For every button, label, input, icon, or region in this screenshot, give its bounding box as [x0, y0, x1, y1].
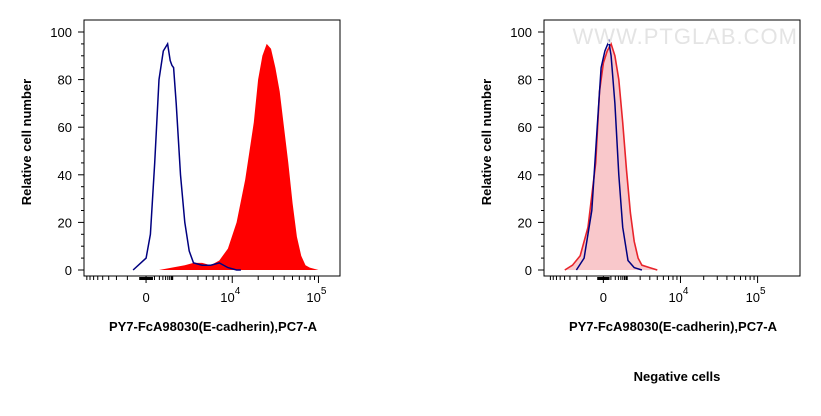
x-tick-label: 0	[600, 290, 607, 305]
watermark: WWW.PTGLAB.COM	[573, 24, 798, 49]
x-tick-label: 105	[746, 286, 766, 305]
histogram-line-series-1	[132, 41, 241, 271]
x-tick-label: 0	[142, 290, 149, 305]
x-tick-label: 105	[306, 286, 326, 305]
histogram-line-series-1	[575, 38, 643, 271]
right-panel: Relative cell number 0 20 40 60 80 100 WWW.PT…	[479, 19, 801, 384]
histogram-fill-series-0	[564, 43, 658, 271]
y-tick-label: 100	[510, 25, 532, 40]
y-tick-label: 20	[58, 215, 72, 230]
right-plot-area	[538, 19, 801, 283]
histogram-fill-series-0	[159, 43, 319, 271]
left-x-axis-label: PY7-FcA98030(E-cadherin),PC7-A	[109, 319, 318, 334]
x-zero-tick-cluster	[139, 277, 153, 280]
negative-cells-caption: Negative cells	[634, 369, 721, 384]
plot-frame	[83, 19, 341, 277]
y-tick-label: 60	[518, 120, 532, 135]
y-tick-label: 100	[50, 25, 72, 40]
left-y-tick-labels: 0 20 40 60 80 100	[50, 25, 72, 278]
left-y-axis-label: Relative cell number	[19, 79, 34, 205]
right-y-axis-label: Relative cell number	[479, 79, 494, 205]
plot-frame	[543, 19, 801, 277]
left-plot-area	[78, 19, 341, 283]
x-zero-tick-cluster	[597, 277, 610, 280]
y-tick-label: 0	[65, 263, 72, 278]
y-tick-label: 60	[58, 120, 72, 135]
right-y-tick-labels: 0 20 40 60 80 100	[510, 25, 532, 278]
left-x-tick-labels: 0 104 105	[142, 286, 326, 305]
right-x-tick-labels: 0 104 105	[600, 286, 766, 305]
y-tick-label: 40	[58, 168, 72, 183]
y-tick-label: 20	[518, 215, 532, 230]
y-tick-label: 80	[518, 73, 532, 88]
y-tick-label: 0	[525, 263, 532, 278]
left-panel: Relative cell number 0 20 40 60 80 100 0 104 10…	[19, 19, 341, 334]
histogram-outline-series-0	[564, 41, 658, 271]
right-x-axis-label: PY7-FcA98030(E-cadherin),PC7-A	[569, 319, 778, 334]
x-tick-label: 104	[668, 286, 688, 305]
y-tick-label: 40	[518, 168, 532, 183]
x-tick-label: 104	[220, 286, 240, 305]
y-tick-label: 80	[58, 73, 72, 88]
